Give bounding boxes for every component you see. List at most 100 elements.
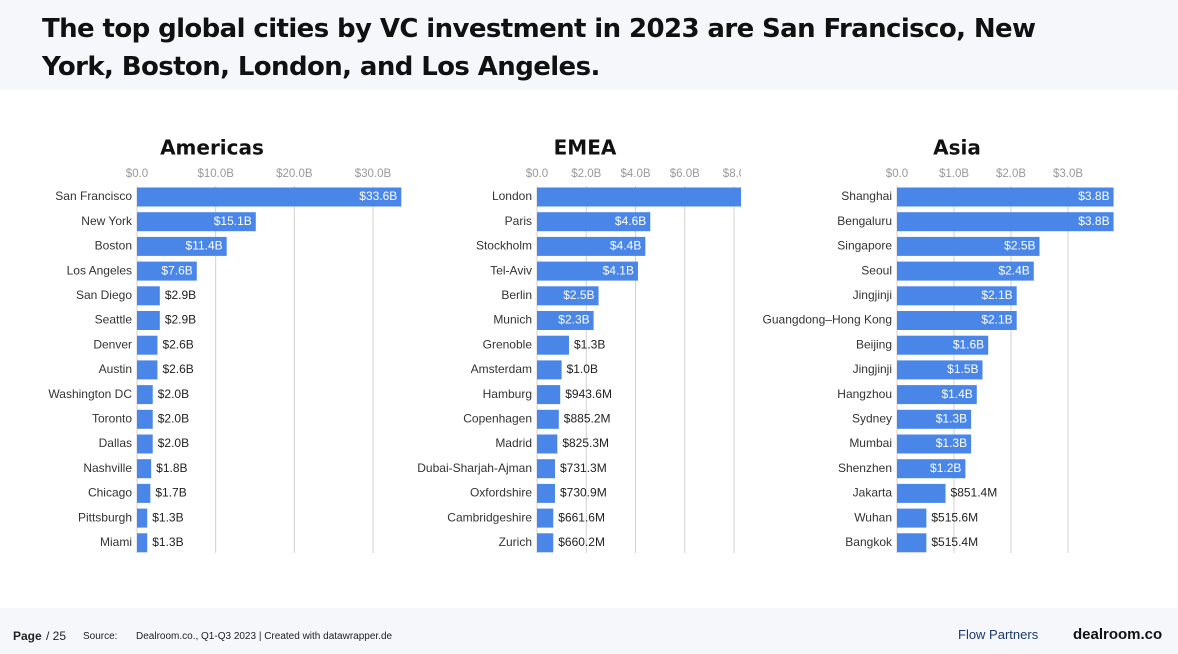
- bar: [897, 212, 1114, 232]
- page-label: Page: [13, 629, 42, 643]
- bar: [137, 335, 158, 355]
- value-label: $1.3B: [152, 535, 183, 549]
- category-label: Oxfordshire: [470, 486, 532, 500]
- value-label: $661.6M: [558, 510, 605, 524]
- x-tick-label: $1.0B: [939, 168, 969, 180]
- value-label: $851.4M: [951, 486, 998, 500]
- category-label: Dallas: [99, 436, 132, 450]
- value-label: $2.5B: [563, 288, 594, 302]
- value-label: $1.3B: [936, 436, 967, 450]
- x-tick-label: $0.0: [526, 168, 548, 180]
- category-label: Tel-Aviv: [490, 263, 532, 277]
- x-tick-label: $30.0B: [355, 168, 392, 180]
- bar: [137, 434, 153, 454]
- source-label: Source:: [83, 631, 118, 642]
- page-number: / 25: [46, 629, 67, 643]
- footer: Page / 25 Source: Dealroom.co., Q1-Q3 20…: [0, 608, 1178, 654]
- value-label: $885.2M: [564, 411, 611, 425]
- x-tick-label: $6.0B: [670, 168, 700, 180]
- category-label: London: [492, 189, 532, 203]
- category-label: Los Angeles: [67, 263, 132, 277]
- value-label: $2.0B: [158, 436, 189, 450]
- value-label: $1.5B: [947, 362, 978, 376]
- category-label: Shanghai: [841, 189, 892, 203]
- category-label: Singapore: [837, 239, 892, 253]
- bar: [137, 311, 160, 330]
- bar: [137, 261, 197, 281]
- value-label: $3.8B: [1078, 214, 1109, 228]
- category-label: Guangdong–Hong Kong: [763, 313, 892, 327]
- value-label: $1.7B: [155, 486, 186, 500]
- category-label: Bangkok: [845, 535, 893, 549]
- category-label: Bengaluru: [837, 214, 892, 228]
- category-label: Stockholm: [476, 239, 532, 253]
- value-label: $2.0B: [158, 387, 189, 401]
- category-label: Jingjinji: [853, 362, 892, 376]
- category-label: Copenhagen: [463, 411, 532, 425]
- bar: [897, 236, 1040, 256]
- category-label: Pittsburgh: [78, 510, 132, 524]
- bar: [537, 459, 556, 479]
- bar: [137, 459, 152, 479]
- bar: [137, 286, 160, 306]
- category-label: Wuhan: [854, 510, 892, 524]
- value-label: $1.4B: [941, 387, 972, 401]
- value-label: $1.3B: [574, 337, 605, 351]
- charts: $0.0 $10.0B $20.0B $30.0B $33.6B $15.1B $11.4B…: [48, 136, 1114, 553]
- bar: [537, 212, 651, 232]
- category-label: Hamburg: [483, 387, 532, 401]
- chart-title: EMEA: [554, 136, 617, 160]
- logo-flow-partners: Flow Partners: [958, 627, 1039, 642]
- value-label: $731.3M: [560, 461, 607, 475]
- bar: [537, 286, 599, 306]
- value-label: $33.6B: [359, 189, 397, 203]
- bar: [537, 385, 561, 405]
- bar: [897, 385, 977, 405]
- value-label: $11.4B: [186, 239, 223, 253]
- bar: [137, 409, 153, 429]
- bar: [537, 187, 741, 207]
- chart-title: Americas: [160, 136, 264, 160]
- value-label: $4.6B: [615, 214, 646, 228]
- x-tick-label: $2.0B: [571, 168, 601, 180]
- category-label: Nashville: [83, 461, 132, 475]
- value-label: $7.6B: [161, 263, 192, 277]
- category-label: Cambridgeshire: [447, 510, 532, 524]
- chart-panel: $0.0 $1.0B $2.0B $3.0B $3.8B $3.8B $2.5B $2.4B $…: [886, 168, 1114, 553]
- value-label: $515.4M: [931, 535, 978, 549]
- category-label: Austin: [99, 362, 132, 376]
- bar: [137, 360, 158, 380]
- value-label: $15.1B: [214, 214, 252, 228]
- value-label: $1.6B: [953, 337, 984, 351]
- bar: [537, 335, 570, 355]
- value-label: $2.1B: [981, 288, 1012, 302]
- value-label: $943.6M: [565, 387, 612, 401]
- bar: [897, 311, 1017, 330]
- bar: [897, 409, 972, 429]
- category-label: Miami: [100, 535, 132, 549]
- value-label: $2.3B: [558, 313, 589, 327]
- x-tick-label: $20.0B: [276, 168, 313, 180]
- x-tick-label: $0.0: [886, 168, 908, 180]
- x-tick-label: $3.0B: [1053, 168, 1083, 180]
- chart-panel: $0.0 $2.0B $4.0B $6.0B $8.0$9 $4.6B $4.4B $4.1B…: [526, 168, 741, 553]
- x-tick-label: $0.0: [126, 168, 148, 180]
- value-label: $2.1B: [981, 313, 1012, 327]
- bar: [897, 483, 946, 503]
- value-label: $2.6B: [162, 362, 193, 376]
- value-label: $3.8B: [1078, 189, 1109, 203]
- category-label: Hangzhou: [837, 387, 892, 401]
- category-label: Berlin: [501, 288, 532, 302]
- category-label: Sydney: [852, 411, 892, 425]
- bar: [897, 335, 989, 355]
- category-label: New York: [81, 214, 133, 228]
- chart-title: Asia: [933, 136, 981, 160]
- category-label: Seattle: [95, 313, 133, 327]
- bar: [537, 360, 562, 380]
- category-label: Beijing: [856, 337, 892, 351]
- category-label: Madrid: [495, 436, 532, 450]
- bar: [897, 434, 972, 454]
- bar: [137, 187, 402, 207]
- category-label: Mumbai: [849, 436, 892, 450]
- x-tick-label: $2.0B: [996, 168, 1026, 180]
